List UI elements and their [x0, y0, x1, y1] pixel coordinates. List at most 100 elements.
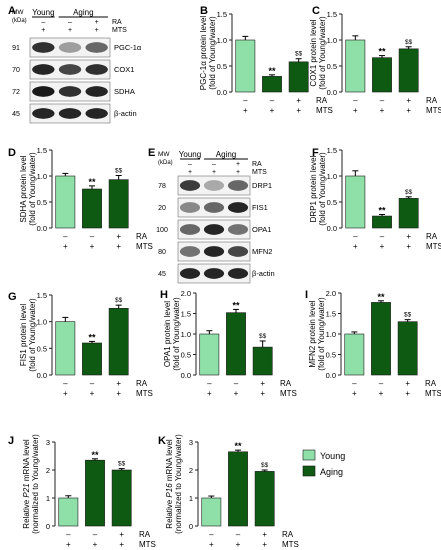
band-name: COX1 [114, 65, 134, 74]
significance-label: ** [234, 441, 242, 451]
y-axis-label-line: FIS1 protein level [19, 304, 28, 366]
mts-mark: + [116, 389, 121, 398]
y-axis-label: FIS1 protein level(fold of Young/water) [19, 298, 37, 372]
mts-mark: + [353, 242, 358, 251]
mts-mark: + [352, 389, 357, 398]
ra-mark: + [116, 379, 121, 388]
blot-band [227, 202, 249, 213]
panel-letter: C [312, 5, 320, 17]
y-axis-label-line: (fold of Young/water) [318, 152, 327, 226]
blot-band [85, 42, 108, 53]
mts-mark: + [379, 389, 384, 398]
y-tick-label: 2.0 [326, 289, 336, 298]
bar [235, 39, 256, 93]
y-tick-label: 1.0 [181, 330, 191, 339]
y-tick-label: 0.5 [327, 62, 337, 71]
ra-mark: – [209, 530, 214, 539]
blot-band-row: 70 COX1 [12, 59, 134, 80]
y-tick-label: 0 [46, 522, 50, 531]
blot-band [32, 64, 55, 75]
bar [58, 497, 79, 527]
blot-band [227, 180, 249, 191]
mts-mark: + [243, 106, 248, 115]
blot-band [179, 180, 201, 191]
ra-mark: – [90, 379, 95, 388]
y-tick-label: 1.0 [326, 330, 336, 339]
mts-mark: + [119, 540, 124, 549]
significance-label: ** [268, 66, 276, 76]
y-tick-label: 1.5 [327, 10, 337, 19]
y-axis-label: Relative P21 mRNA level(normalized to Yo… [22, 434, 40, 534]
panel-letter: K [158, 435, 166, 447]
blot-band [58, 42, 82, 53]
y-tick-label: 1 [46, 494, 50, 503]
blot-band [85, 86, 108, 97]
y-axis-label-line: (fold of Young/water) [28, 152, 37, 226]
bar [372, 215, 392, 229]
blot-band-row: 45 β-actin [12, 103, 137, 124]
blot-band [58, 64, 82, 75]
ra-mark: + [119, 530, 124, 539]
y-axis-label-line: SDHA protein level [19, 155, 28, 222]
blot-band-row: 72 SDHA [12, 81, 135, 102]
band-name: MFN2 [252, 247, 272, 256]
panel-letter: I [305, 289, 308, 301]
mts-mark: + [90, 242, 95, 251]
significance-label: ** [88, 177, 96, 187]
y-axis-label-line: COX1 protein level [309, 19, 318, 86]
significance-label: ** [378, 205, 386, 215]
y-axis-label: DRP1 protein level(fold of Young/water) [309, 152, 327, 226]
mts-mark: + [296, 106, 301, 115]
ra-mark: + [116, 232, 121, 241]
y-label-part: mRNA level [22, 439, 31, 483]
ra-label: RA [425, 379, 437, 388]
blot-band [227, 224, 249, 235]
treat-mark: + [68, 27, 72, 34]
ra-mark: + [262, 530, 267, 539]
ra-label: RA [136, 379, 148, 388]
bar [85, 459, 105, 527]
blot-band [179, 268, 201, 279]
blot-band [85, 108, 108, 119]
treat-label: RA [112, 19, 122, 26]
significance-label: $$ [115, 167, 123, 174]
significance-label: $$ [405, 39, 413, 46]
mts-mark: + [63, 242, 68, 251]
mts-label: MTS [425, 389, 441, 398]
treat-mark: – [188, 161, 192, 168]
ra-mark: – [243, 96, 248, 105]
ra-label: RA [426, 96, 438, 105]
ra-mark: – [66, 530, 71, 539]
band-name: OPA1 [252, 225, 271, 234]
blot-band [58, 86, 82, 97]
band-mw: 72 [12, 89, 20, 96]
y-tick-label: 1.0 [37, 318, 47, 327]
ra-mark: – [236, 530, 241, 539]
y-axis-label-line: DRP1 protein level [309, 155, 318, 222]
blot-band [203, 202, 225, 213]
ra-label: RA [139, 530, 151, 539]
panel-letter: E [148, 147, 155, 159]
bar [55, 321, 76, 376]
bar [111, 469, 132, 527]
blot-band [179, 224, 201, 235]
bar [371, 302, 391, 376]
bar [226, 312, 246, 376]
mts-mark: + [380, 242, 385, 251]
treat-mark: + [188, 169, 192, 176]
bar [254, 471, 275, 527]
ra-label: RA [282, 530, 294, 539]
y-axis-label-line: Relative P21 mRNA level [22, 439, 31, 529]
mts-label: MTS [139, 540, 156, 549]
ra-mark: – [63, 379, 68, 388]
ra-label: RA [316, 96, 328, 105]
bar [252, 346, 273, 376]
treat-mark: – [41, 19, 45, 26]
band-name: β-actin [114, 109, 137, 118]
significance-label: ** [378, 47, 386, 57]
